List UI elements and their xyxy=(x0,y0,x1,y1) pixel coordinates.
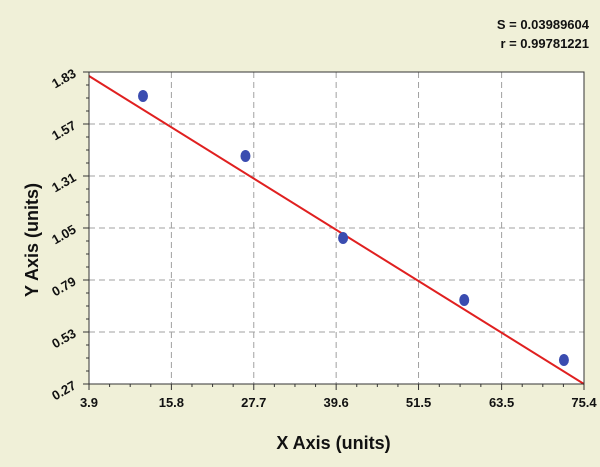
y-tick-label: 1.83 xyxy=(49,66,78,92)
stat-s: S = 0.03989604 xyxy=(497,17,590,32)
y-tick-label: 1.31 xyxy=(49,170,78,196)
series xyxy=(88,75,585,385)
y-tick-label: 1.05 xyxy=(49,222,78,248)
x-tick-label: 63.5 xyxy=(489,395,514,410)
data-point xyxy=(240,150,251,162)
x-axis-title: X Axis (units) xyxy=(276,433,390,453)
x-tick-label: 15.8 xyxy=(159,395,184,410)
fit-line xyxy=(88,75,585,385)
data-point xyxy=(459,294,470,306)
y-tick-label: 0.79 xyxy=(49,274,78,300)
x-tick-label: 75.4 xyxy=(571,395,597,410)
x-tick-label: 3.9 xyxy=(80,395,98,410)
x-tick-label: 39.6 xyxy=(323,395,348,410)
data-point xyxy=(138,90,148,102)
y-tick-label: 0.53 xyxy=(49,326,78,352)
plot-border xyxy=(88,71,585,385)
y-tick-label: 0.27 xyxy=(49,378,78,404)
x-tick-label: 51.5 xyxy=(406,395,431,410)
data-point xyxy=(338,232,349,244)
data-point xyxy=(558,354,569,366)
stat-r: r = 0.99781221 xyxy=(500,36,589,51)
x-tick-label: 27.7 xyxy=(241,395,266,410)
y-axis-title: Y Axis (units) xyxy=(22,183,42,297)
y-tick-label: 1.57 xyxy=(49,118,78,144)
